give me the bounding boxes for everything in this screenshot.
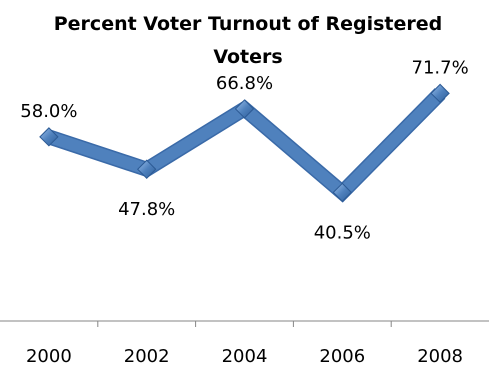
data-label-layer: 58.0% 47.8% 66.8% 40.5% 71.7% [20, 57, 468, 243]
data-label-2004: 66.8% [216, 73, 273, 94]
chart-title-line-2: Voters [213, 46, 282, 68]
x-tick-label-2004: 2004 [222, 346, 268, 367]
data-point-2000 [39, 127, 59, 147]
data-label-2000: 58.0% [20, 101, 77, 122]
x-tick-label-2002: 2002 [124, 346, 170, 367]
x-tick-label-2000: 2000 [26, 346, 72, 367]
data-point-2004 [234, 99, 255, 119]
tick-label-layer: 2000 2002 2004 2006 2008 [26, 346, 463, 367]
data-label-2008: 71.7% [412, 57, 469, 78]
x-tick-label-2008: 2008 [417, 346, 463, 367]
data-label-2006: 40.5% [314, 222, 371, 243]
data-point-2002 [136, 159, 157, 179]
data-label-2002: 47.8% [118, 199, 175, 220]
data-point-2006 [332, 182, 353, 203]
chart-title-line-1: Percent Voter Turnout of Registered [54, 13, 443, 35]
x-tick-label-2006: 2006 [319, 346, 365, 367]
data-point-2008 [430, 83, 450, 104]
marker-layer [39, 83, 450, 203]
x-axis [0, 320, 489, 327]
